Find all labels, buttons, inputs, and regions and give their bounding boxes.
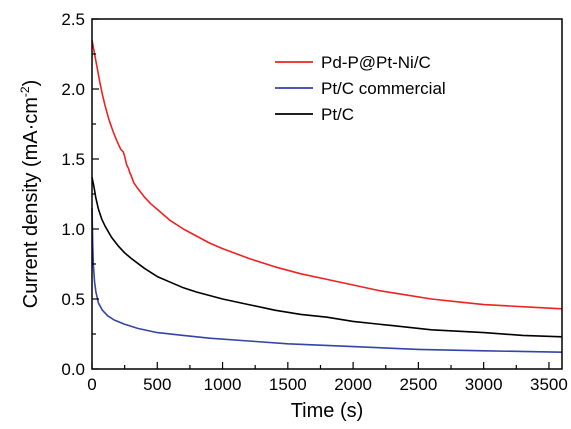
x-tick-label: 2500 [399,375,437,394]
series-layer [91,39,563,353]
y-axis-title-sup: -2 [18,86,32,97]
series-line-3 [91,177,563,338]
x-tick-label: 1500 [269,375,307,394]
y-tick-label: 1.0 [61,220,85,239]
axis-layer: 0 500 1000 1500 2000 2500 3000 3500 0.0 0.5 1.0 1.5… [61,10,567,394]
y-axis-title-tail: ) [20,80,42,87]
y-tick-label: 0.5 [61,290,85,309]
legend-label-1: Pd-P@Pt-Ni/C [321,53,431,72]
y-axis-title-main: Current density (mA·cm [20,97,42,308]
legend-label-2: Pt/C commercial [321,79,446,98]
y-axis-title: Current density (mA·cm-2) [18,80,42,309]
legend-label-3: Pt/C [321,105,354,124]
x-tick-label: 3500 [530,375,568,394]
y-tick-label: 2.0 [61,80,85,99]
x-tick-label: 0 [87,375,96,394]
x-tick-label: 3000 [465,375,503,394]
x-tick-label: 2000 [334,375,372,394]
x-tick-label: 1000 [204,375,242,394]
x-axis-title: Time (s) [291,400,364,422]
y-tick-label: 2.5 [61,10,85,29]
legend: Pd-P@Pt-Ni/C Pt/C commercial Pt/C [275,53,446,124]
y-tick-label: 1.5 [61,150,85,169]
y-tick-label: 0.0 [61,360,85,379]
x-tick-label: 500 [143,375,171,394]
series-line-2 [91,207,563,353]
series-line-1 [91,39,563,310]
